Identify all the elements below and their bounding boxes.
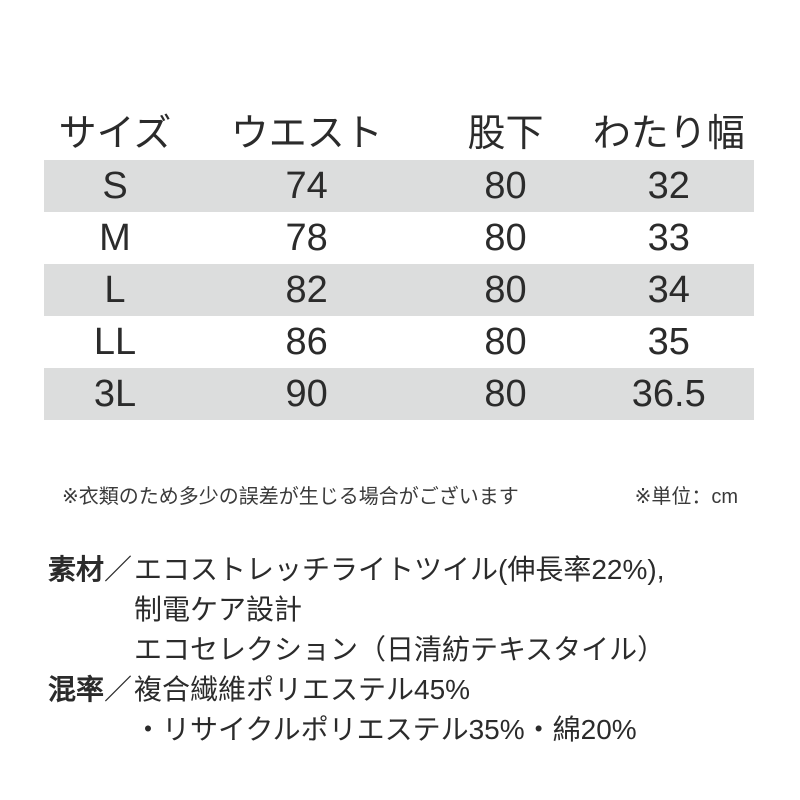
- cell-size: LL: [93, 321, 137, 363]
- cell-inseam: 80: [484, 269, 527, 311]
- cell-waist: 78: [285, 217, 328, 259]
- size-table: サイズ ウエスト 股下 わたり幅 S 74 80 32 M 78 80 33 L…: [44, 108, 754, 420]
- cell-inseam: 80: [484, 373, 527, 415]
- product-specs: 素材／ エコストレッチライトツイル(伸長率22%), 制電ケア設計 エコセレクシ…: [48, 550, 758, 750]
- table-header-row: サイズ ウエスト 股下 わたり幅: [44, 108, 754, 160]
- table-row: M 78 80 33: [44, 212, 754, 264]
- unit-note: ※単位：cm: [634, 486, 738, 508]
- cell-thigh: 36.5: [631, 373, 706, 415]
- slash-separator: ／: [104, 674, 133, 705]
- table-row: L 82 80 34: [44, 264, 754, 316]
- spec-material-label: 素材／: [48, 554, 133, 585]
- column-header-size: サイズ: [58, 113, 172, 155]
- table-row: 3L 90 80 36.5: [44, 368, 754, 420]
- cell-waist: 86: [285, 321, 328, 363]
- spec-composition: 混率／ 複合繊維ポリエステル45% ・リサイクルポリエステル35%・綿20%: [48, 670, 758, 750]
- cell-size: L: [104, 269, 126, 311]
- column-header-thigh: わたり幅: [592, 113, 745, 155]
- spec-line: 制電ケア設計: [134, 594, 303, 625]
- cell-size: 3L: [93, 373, 137, 415]
- spec-composition-label: 混率／: [48, 674, 133, 705]
- spec-line: エコストレッチライトツイル(伸長率22%),: [134, 554, 665, 585]
- cell-inseam: 80: [484, 321, 527, 363]
- spec-composition-lines: 複合繊維ポリエステル45% ・リサイクルポリエステル35%・綿20%: [134, 670, 758, 750]
- table-row: S 74 80 32: [44, 160, 754, 212]
- cell-size: S: [102, 165, 128, 207]
- cell-waist: 82: [285, 269, 328, 311]
- spec-line: ・リサイクルポリエステル35%・綿20%: [134, 714, 637, 745]
- cell-size: M: [99, 217, 131, 259]
- table-row: LL 86 80 35: [44, 316, 754, 368]
- cell-waist: 90: [285, 373, 328, 415]
- cell-waist: 74: [285, 165, 328, 207]
- cell-thigh: 32: [647, 165, 690, 207]
- column-header-inseam: 股下: [467, 113, 544, 155]
- column-header-waist: ウエスト: [230, 113, 383, 155]
- cell-thigh: 33: [647, 217, 690, 259]
- slash-separator: ／: [104, 554, 133, 585]
- spec-line: 複合繊維ポリエステル45%: [134, 674, 471, 705]
- spec-material-lines: エコストレッチライトツイル(伸長率22%), 制電ケア設計 エコセレクション（日…: [134, 550, 758, 670]
- cell-thigh: 35: [647, 321, 690, 363]
- cell-thigh: 34: [647, 269, 690, 311]
- spec-material: 素材／ エコストレッチライトツイル(伸長率22%), 制電ケア設計 エコセレクシ…: [48, 550, 758, 670]
- spec-line: エコセレクション（日清紡テキスタイル）: [134, 634, 666, 665]
- table-footnotes: ※衣類のため多少の誤差が生じる場合がございます ※単位：cm: [44, 484, 754, 510]
- disclaimer-note: ※衣類のため多少の誤差が生じる場合がございます: [62, 486, 519, 508]
- table-body: S 74 80 32 M 78 80 33 L 82 80 34 LL 86 8…: [44, 160, 754, 420]
- cell-inseam: 80: [484, 165, 527, 207]
- cell-inseam: 80: [484, 217, 527, 259]
